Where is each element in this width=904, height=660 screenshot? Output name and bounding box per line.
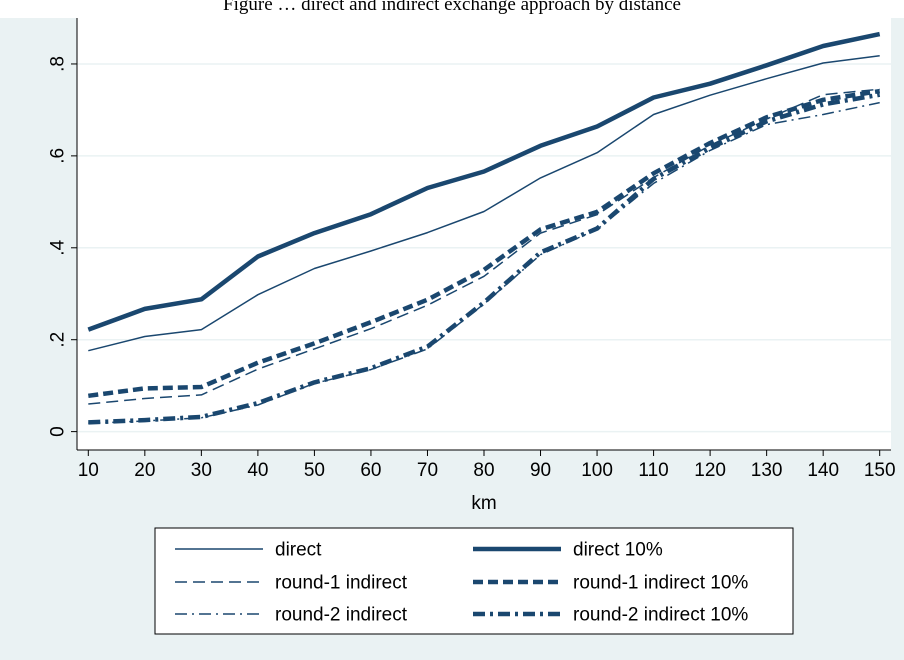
x-tick-label: 80 [473,460,494,481]
series-line-1 [88,54,880,352]
x-axis-title: km [471,493,496,514]
series-line-2 [87,31,881,332]
x-tick-label: 70 [417,460,438,481]
y-tick-label: 0 [48,426,69,437]
y-tick-label: .8 [48,56,69,72]
x-tick-label: 20 [134,460,155,481]
x-tick-label: 10 [78,460,99,481]
top-caption: Figure … direct and indirect exchange ap… [223,0,681,15]
x-tick-label: 120 [694,460,726,481]
legend-label-2: direct 10% [573,540,663,561]
axes: 0 .2 .4 .6 .8 10 20 30 40 50 60 70 80 90 100 110 120 130 1… [48,18,896,481]
y-tick-label: .4 [48,239,69,255]
series-line-5 [88,101,880,425]
x-tick-label: 50 [304,460,325,481]
x-tick-label: 30 [191,460,212,481]
grid-lines [77,63,891,433]
legend: direct direct 10% round-1 indirect round-1 … [154,527,794,635]
series-line-6 [88,92,881,425]
legend-label-1: direct [275,540,322,561]
legend-label-3: round-1 indirect [275,573,408,594]
x-tick-label: 90 [530,460,551,481]
series-line-4 [88,88,881,399]
y-tick-label: .6 [48,148,69,164]
x-tick-label: 40 [247,460,268,481]
plot-area [77,18,891,450]
x-tick-label: 140 [807,460,839,481]
x-tick-label: 150 [864,460,896,481]
series-lines [87,31,881,425]
x-tick-label: 130 [751,460,783,481]
y-tick-label: .2 [48,332,69,348]
x-tick-label: 110 [638,460,668,481]
legend-label-5: round-2 indirect [275,605,408,626]
x-tick-label: 100 [581,460,613,481]
x-tick-label: 60 [360,460,381,481]
legend-label-6: round-2 indirect 10% [573,605,748,626]
legend-label-4: round-1 indirect 10% [573,573,748,594]
